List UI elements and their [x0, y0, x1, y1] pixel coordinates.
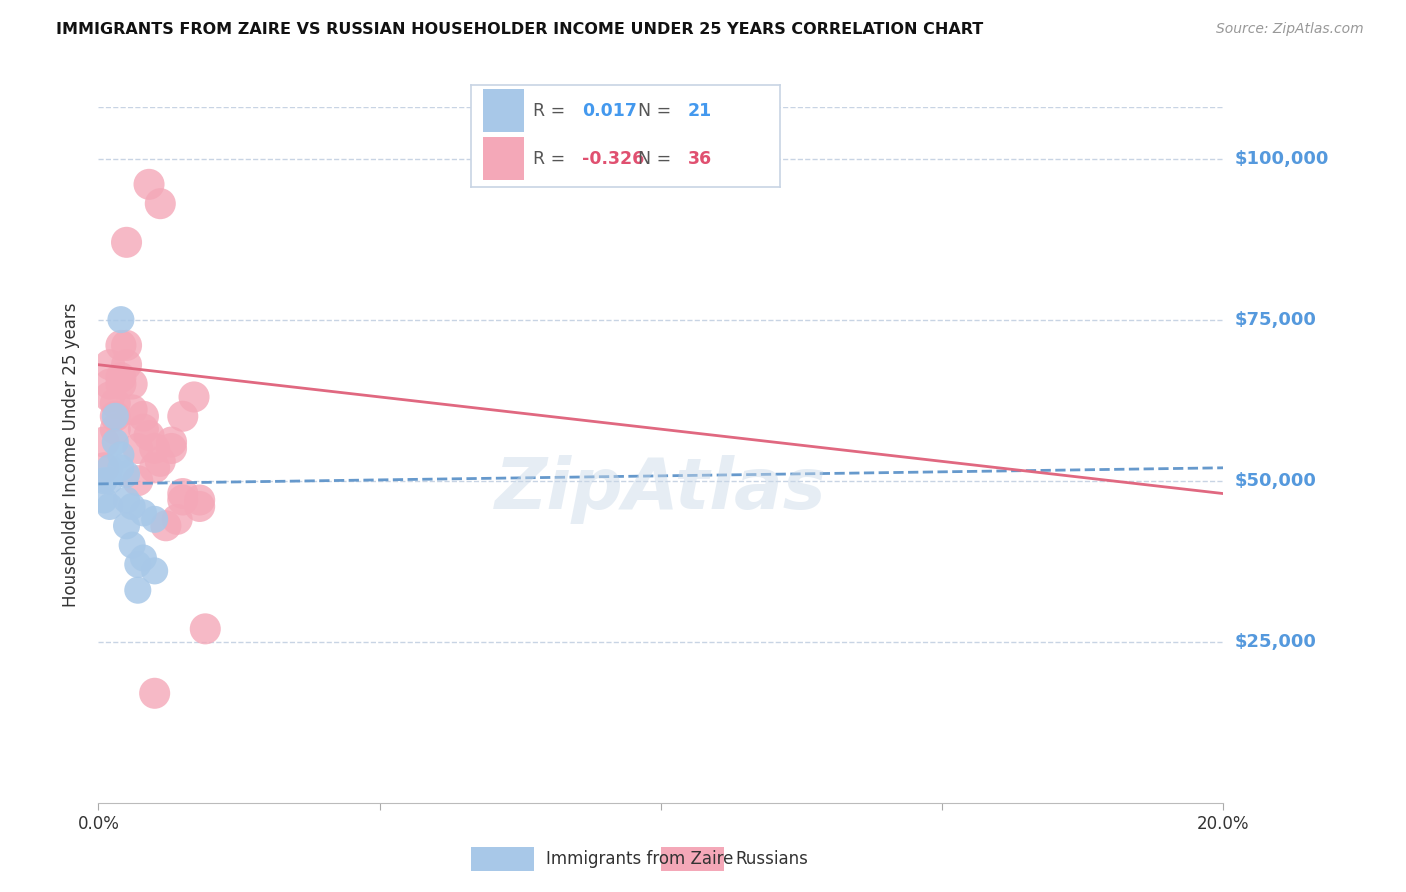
Point [115, 467, 138, 482]
Text: $50,000: $50,000 [1234, 472, 1316, 490]
Point [127, 442, 149, 456]
Point [143, 460, 166, 475]
Text: -0.326: -0.326 [582, 150, 644, 168]
Point [143, 512, 166, 526]
Point [172, 409, 194, 424]
Point [98, 500, 121, 514]
Point [127, 558, 149, 572]
Point [110, 460, 132, 475]
Point [93, 493, 115, 508]
Point [121, 402, 143, 417]
Point [188, 500, 211, 514]
Point [104, 409, 127, 424]
Point [166, 512, 188, 526]
Text: 36: 36 [688, 150, 711, 168]
Point [132, 422, 155, 436]
Y-axis label: Householder Income Under 25 years: Householder Income Under 25 years [62, 302, 80, 607]
Point [160, 442, 183, 456]
Text: Russians: Russians [735, 850, 808, 868]
Bar [484, 137, 523, 180]
Point [194, 622, 217, 636]
Point [160, 435, 183, 450]
Point [110, 448, 132, 462]
Bar [484, 89, 523, 132]
Text: N =: N = [638, 150, 676, 168]
Text: 21: 21 [688, 103, 711, 120]
Text: $25,000: $25,000 [1234, 632, 1316, 651]
Point [143, 442, 166, 456]
Point [132, 551, 155, 566]
Point [143, 564, 166, 578]
Text: 0.017: 0.017 [582, 103, 637, 120]
Point [127, 583, 149, 598]
Point [104, 422, 127, 436]
Point [115, 493, 138, 508]
Point [93, 435, 115, 450]
Point [172, 486, 194, 500]
Point [104, 435, 127, 450]
Text: $100,000: $100,000 [1234, 150, 1329, 168]
Point [138, 178, 160, 192]
Text: $75,000: $75,000 [1234, 310, 1316, 328]
Point [104, 409, 127, 424]
Text: IMMIGRANTS FROM ZAIRE VS RUSSIAN HOUSEHOLDER INCOME UNDER 25 YEARS CORRELATION C: IMMIGRANTS FROM ZAIRE VS RUSSIAN HOUSEHO… [56, 22, 983, 37]
Point [183, 390, 205, 404]
Point [98, 358, 121, 372]
Point [172, 493, 194, 508]
Point [110, 377, 132, 392]
Point [127, 474, 149, 488]
Point [149, 454, 172, 468]
Point [121, 377, 143, 392]
Point [98, 390, 121, 404]
Text: ZipAtlas: ZipAtlas [495, 455, 827, 524]
Point [155, 518, 177, 533]
Point [121, 500, 143, 514]
Point [98, 460, 121, 475]
Point [115, 338, 138, 352]
Point [115, 235, 138, 250]
Point [93, 460, 115, 475]
Point [110, 370, 132, 384]
Text: Source: ZipAtlas.com: Source: ZipAtlas.com [1216, 22, 1364, 37]
Point [121, 538, 143, 552]
Text: N =: N = [638, 103, 676, 120]
Text: Immigrants from Zaire: Immigrants from Zaire [546, 850, 733, 868]
Point [93, 474, 115, 488]
Point [143, 686, 166, 700]
Point [110, 338, 132, 352]
Point [149, 196, 172, 211]
Point [115, 358, 138, 372]
Point [98, 474, 121, 488]
Point [104, 396, 127, 410]
Point [110, 312, 132, 326]
Point [98, 377, 121, 392]
Text: R =: R = [533, 150, 571, 168]
Point [188, 493, 211, 508]
Text: R =: R = [533, 103, 571, 120]
Point [115, 518, 138, 533]
Point [132, 506, 155, 520]
Point [138, 428, 160, 442]
Point [132, 409, 155, 424]
